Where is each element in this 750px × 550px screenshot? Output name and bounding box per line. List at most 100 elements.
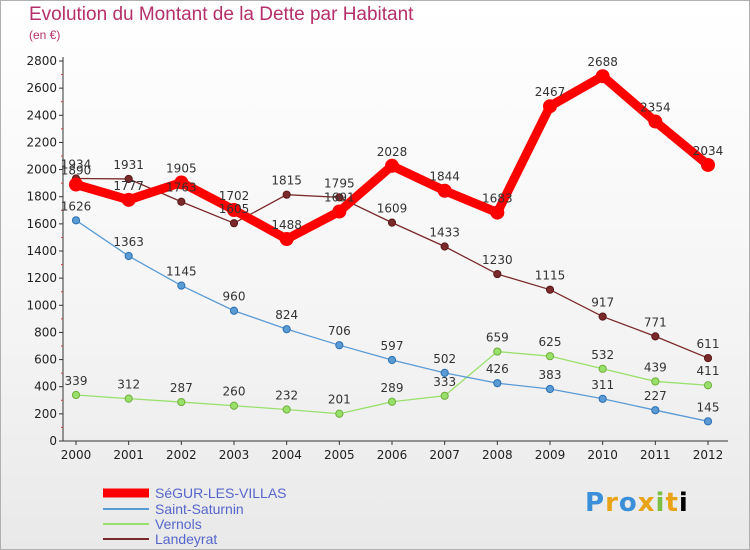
data-point xyxy=(177,197,186,206)
data-label: 287 xyxy=(170,381,193,395)
data-point xyxy=(229,306,239,315)
data-label: 333 xyxy=(433,375,456,389)
data-label: 232 xyxy=(275,389,298,403)
data-point xyxy=(385,158,399,173)
data-point xyxy=(598,364,607,373)
x-tick-label: 2002 xyxy=(166,448,197,462)
brand-letter: P xyxy=(585,488,606,518)
data-point xyxy=(229,401,239,410)
data-label: 960 xyxy=(223,290,246,304)
data-point xyxy=(124,394,133,403)
brand-letter: r xyxy=(605,488,619,518)
y-tick-label: 1800 xyxy=(26,190,57,204)
data-label: 1815 xyxy=(271,174,302,188)
chart-subtitle: (en €) xyxy=(29,28,61,42)
data-point xyxy=(71,216,81,225)
data-label: 1605 xyxy=(219,202,250,216)
x-tick-label: 2012 xyxy=(693,448,724,462)
data-label: 1890 xyxy=(61,164,92,178)
data-label: 439 xyxy=(644,360,667,374)
data-label: 1488 xyxy=(271,218,302,232)
data-point xyxy=(648,114,663,129)
y-tick-label: 600 xyxy=(34,353,57,367)
data-label: 611 xyxy=(697,337,720,351)
data-point xyxy=(387,397,397,406)
data-label: 2354 xyxy=(640,101,671,115)
data-point xyxy=(440,368,449,377)
y-tick-label: 1000 xyxy=(26,298,57,312)
data-labels: 1934 1931 1763 1605 1815 1795 1609 1433 1230 1115… xyxy=(61,55,724,414)
data-label: 771 xyxy=(644,315,667,329)
brand-letter: o xyxy=(618,488,638,518)
data-point xyxy=(493,347,502,356)
data-label: 145 xyxy=(697,400,720,414)
data-point xyxy=(703,353,713,363)
data-label: 1609 xyxy=(377,202,408,216)
y-tick-label: 2200 xyxy=(26,135,57,149)
x-tick-label: 2003 xyxy=(219,448,250,462)
data-label: 311 xyxy=(591,378,614,392)
data-point xyxy=(651,332,660,341)
data-point xyxy=(440,242,449,251)
y-tick-label: 1600 xyxy=(26,217,57,231)
data-point xyxy=(543,99,557,114)
y-tick-label: 200 xyxy=(34,407,57,421)
data-label: 597 xyxy=(381,339,404,353)
y-tick-label: 0 xyxy=(49,434,57,448)
y-tick-label: 2000 xyxy=(26,163,57,177)
data-point xyxy=(227,203,241,218)
data-point xyxy=(71,390,81,400)
legend: SéGUR-LES-VILLASSaint-SaturninVernolsLan… xyxy=(103,485,287,547)
data-label: 1363 xyxy=(113,235,144,249)
data-label: 917 xyxy=(591,296,614,310)
data-point xyxy=(493,269,502,279)
data-label: 1683 xyxy=(482,192,513,206)
data-point xyxy=(598,312,607,321)
axes: 0 200 400 600 800 1000 1200 1400 1600 1800 2000 220… xyxy=(26,54,728,462)
data-point xyxy=(69,177,83,192)
data-point xyxy=(440,391,449,400)
data-point xyxy=(701,157,715,172)
series-layer xyxy=(69,69,715,426)
data-label: 706 xyxy=(328,324,351,338)
data-point xyxy=(490,205,505,220)
data-label: 1433 xyxy=(429,226,460,240)
data-label: 2467 xyxy=(535,85,566,99)
data-point xyxy=(651,406,660,415)
data-label: 532 xyxy=(591,348,614,362)
legend-label: Vernols xyxy=(155,516,202,532)
data-point xyxy=(279,232,294,247)
data-label: 227 xyxy=(644,389,667,403)
data-label: 1795 xyxy=(324,176,355,190)
data-label: 1763 xyxy=(166,181,197,195)
data-point xyxy=(335,409,344,418)
x-tick-label: 2001 xyxy=(113,448,144,462)
data-label: 289 xyxy=(381,381,404,395)
x-tick-label: 2010 xyxy=(587,448,618,462)
data-point xyxy=(595,69,610,84)
legend-label: Saint-Saturnin xyxy=(155,501,244,517)
data-point xyxy=(332,204,347,219)
data-label: 339 xyxy=(65,374,88,388)
data-point xyxy=(437,183,452,198)
data-point xyxy=(387,218,397,227)
data-label: 2688 xyxy=(587,55,618,69)
data-label: 201 xyxy=(328,393,351,407)
data-point xyxy=(177,281,186,290)
brand-letter: i xyxy=(655,488,666,518)
x-tick-label: 2007 xyxy=(429,448,460,462)
data-point xyxy=(703,417,713,426)
y-tick-label: 1400 xyxy=(26,244,57,258)
x-tick-label: 2000 xyxy=(61,448,92,462)
data-point xyxy=(124,251,133,261)
data-label: 2034 xyxy=(693,144,724,158)
brand-letter: t xyxy=(665,488,679,518)
brand-logo: Proxiti xyxy=(585,488,689,518)
data-label: 1145 xyxy=(166,265,197,279)
data-label: 1691 xyxy=(324,191,355,205)
data-label: 411 xyxy=(697,364,720,378)
data-label: 260 xyxy=(223,385,246,399)
data-label: 1626 xyxy=(61,199,92,213)
data-point xyxy=(335,341,344,350)
data-label: 1230 xyxy=(482,253,513,267)
